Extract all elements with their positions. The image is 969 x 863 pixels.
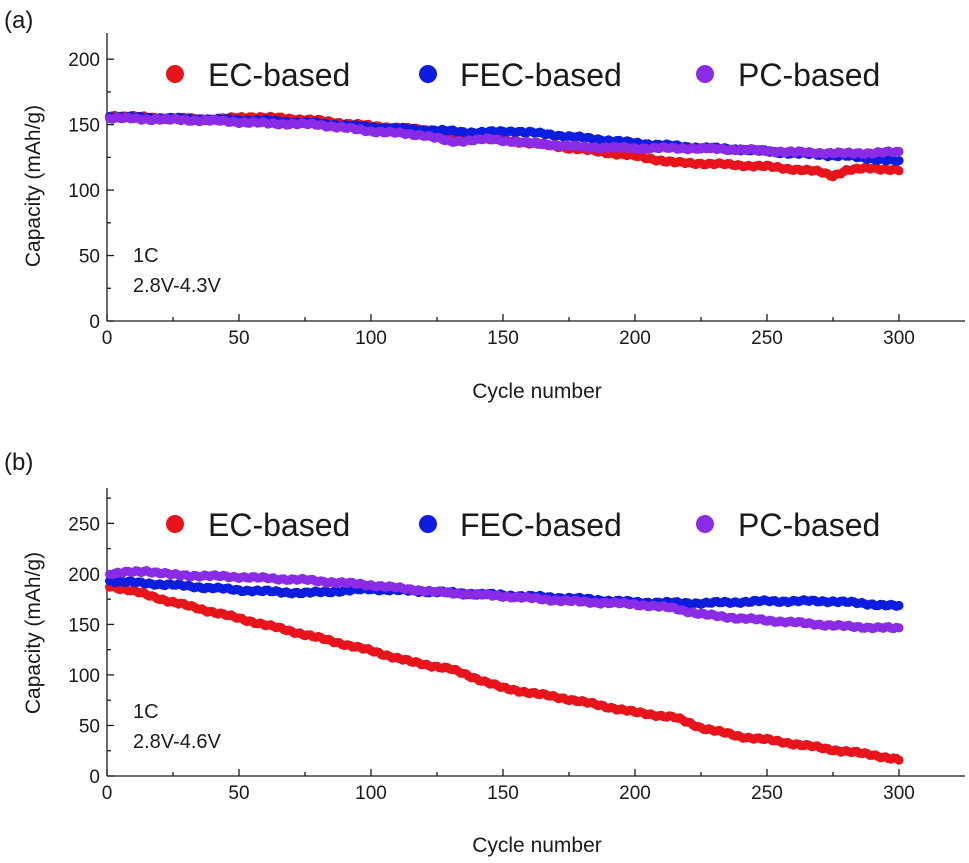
x-tick-label-a: 250 — [751, 328, 783, 349]
annotation-voltage-b: 2.8V-4.6V — [133, 731, 222, 753]
legend-label-pc-a: PC-based — [738, 57, 880, 93]
legend-marker-ec-b — [166, 515, 184, 533]
x-tick-label-a: 100 — [355, 328, 387, 349]
legend-label-fec-a: FEC-based — [460, 57, 622, 93]
y-axis-title-b: Capacity (mAh/g) — [22, 552, 45, 714]
x-tick-label-a: 200 — [619, 328, 651, 349]
panel-label-b: (b) — [4, 449, 33, 476]
x-tick-label-a: 50 — [228, 328, 249, 349]
x-tick-label-a: 0 — [102, 328, 113, 349]
legend-label-ec-a: EC-based — [208, 57, 350, 93]
x-tick-label-a: 300 — [883, 328, 915, 349]
data-point-pc-b — [894, 623, 904, 633]
legend-label-fec-b: FEC-based — [460, 507, 622, 543]
x-tick-label-b: 50 — [228, 783, 249, 804]
x-tick-label-a: 150 — [487, 328, 519, 349]
legend-marker-fec-a — [419, 65, 437, 83]
x-axis-title-b: Cycle number — [472, 834, 602, 857]
legend-marker-ec-a — [166, 65, 184, 83]
y-tick-label-b: 200 — [68, 565, 100, 586]
y-axis-title-a: Capacity (mAh/g) — [22, 105, 45, 267]
panel-a: (a) Capacity (mAh/g) Cycle number 1C 2.8… — [4, 7, 965, 403]
y-tick-label-b: 50 — [79, 716, 100, 737]
x-tick-label-b: 0 — [102, 783, 113, 804]
data-point-fec-b — [894, 600, 904, 611]
annotation-rate-b: 1C — [133, 701, 159, 723]
x-tick-label-b: 150 — [487, 783, 519, 804]
legend-marker-pc-b — [696, 515, 714, 533]
panel-b: (b) Capacity (mAh/g) Cycle number 1C 2.8… — [4, 449, 965, 857]
legend-b: EC-based FEC-based PC-based — [166, 507, 880, 543]
x-tick-label-b: 300 — [883, 783, 915, 804]
data-point-ec-a — [894, 166, 904, 176]
x-tick-label-b: 250 — [751, 783, 783, 804]
data-point-fec-a — [894, 156, 904, 166]
legend-label-ec-b: EC-based — [208, 507, 350, 543]
data-point-pc-a — [894, 146, 904, 157]
panel-label-a: (a) — [4, 7, 33, 34]
y-tick-label-a: 0 — [89, 312, 100, 333]
plot-area-a — [105, 110, 904, 182]
data-point-ec-b — [894, 755, 904, 765]
y-tick-label-a: 150 — [68, 116, 100, 137]
y-tick-label-b: 100 — [68, 666, 100, 687]
y-tick-label-a: 200 — [68, 50, 100, 71]
y-tick-label-b: 150 — [68, 615, 100, 636]
y-tick-label-a: 50 — [79, 247, 100, 268]
x-tick-label-b: 100 — [355, 783, 387, 804]
y-tick-label-b: 250 — [68, 514, 100, 535]
legend-marker-fec-b — [419, 515, 437, 533]
y-tick-label-a: 100 — [68, 181, 100, 202]
x-axis-title-a: Cycle number — [472, 380, 602, 403]
annotation-voltage-a: 2.8V-4.3V — [133, 275, 222, 297]
series-ec-b — [105, 582, 904, 765]
legend-marker-pc-a — [696, 65, 714, 83]
annotation-rate-a: 1C — [133, 245, 159, 267]
y-tick-label-b: 0 — [89, 767, 100, 788]
plot-area-b — [105, 566, 904, 765]
x-tick-label-b: 200 — [619, 783, 651, 804]
series-pc-b — [105, 566, 904, 634]
series-pc-a — [105, 112, 904, 159]
legend-a: EC-based FEC-based PC-based — [166, 57, 880, 93]
legend-label-pc-b: PC-based — [738, 507, 880, 543]
